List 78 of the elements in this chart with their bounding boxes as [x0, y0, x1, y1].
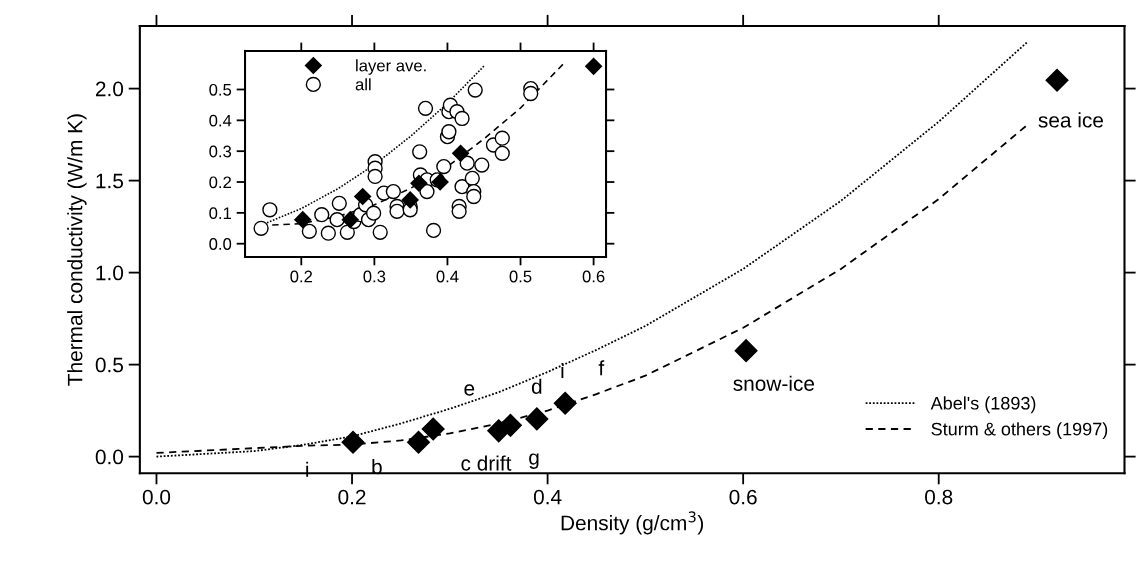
annotation: f [598, 360, 605, 376]
point [367, 168, 383, 185]
point [294, 211, 312, 229]
point [421, 417, 445, 441]
y-tick-label: 0.0 [95, 449, 124, 465]
point [331, 195, 347, 211]
y-tick-label: 1.0 [96, 265, 124, 281]
x-tick-label: 0.0 [142, 489, 171, 505]
x-tick-label: 0.5 [509, 270, 532, 283]
point [466, 188, 482, 205]
legend-label: Abel's (1893) [930, 396, 1036, 414]
y-tick-label: 0.0 [209, 238, 232, 250]
annotation: c drift [461, 455, 512, 471]
y-tick-label: 0.4 [209, 114, 232, 127]
y-tick-label: 0.2 [209, 176, 231, 189]
point [253, 220, 269, 236]
legend-label: Sturm & others (1997) [931, 422, 1108, 440]
point [431, 173, 449, 191]
annotation: snow-ice [733, 375, 815, 391]
y-tick-label: 0.5 [95, 357, 124, 373]
y-axis-title: Thermal conductivity (W/m K) [67, 114, 87, 386]
annotation: e [464, 384, 475, 396]
x-axis-title: Density (g/cm$^{3}$) [561, 511, 704, 535]
x-tick-label: 0.3 [363, 270, 386, 283]
point [417, 100, 434, 116]
point [301, 223, 317, 240]
point [452, 144, 470, 162]
point [401, 191, 419, 209]
point [494, 145, 510, 161]
point [425, 222, 442, 239]
point [341, 430, 365, 454]
point [441, 124, 457, 140]
legend-label: all [355, 78, 371, 91]
point [553, 391, 577, 415]
x-tick-label: 0.6 [729, 489, 757, 505]
y-tick-label: 0.3 [209, 145, 232, 158]
point [339, 224, 355, 240]
point [459, 155, 475, 171]
point [734, 339, 758, 363]
x-tick-label: 0.6 [582, 270, 605, 283]
x-tick-label: 0.2 [290, 270, 313, 283]
point [341, 211, 359, 229]
point [451, 203, 467, 219]
y-tick-label: 2.0 [95, 81, 124, 97]
point [262, 202, 278, 218]
point [385, 183, 402, 200]
point [329, 212, 345, 228]
point [494, 130, 510, 146]
annotation: d [531, 378, 542, 394]
point [1045, 68, 1069, 92]
legend-label: layer ave. [356, 59, 426, 75]
y-tick-label: 1.5 [96, 173, 124, 189]
point [467, 82, 483, 98]
point [525, 407, 549, 431]
point [389, 203, 405, 219]
point [412, 144, 428, 160]
point [314, 207, 330, 223]
y-tick-label: 0.1 [209, 207, 232, 220]
point [410, 174, 428, 192]
annotation: sea ice [1038, 112, 1103, 128]
point [407, 430, 431, 454]
point [320, 225, 336, 241]
point [454, 110, 470, 127]
x-tick-label: 0.4 [533, 489, 562, 505]
annotation: g [529, 453, 539, 469]
point [523, 85, 539, 102]
point [474, 157, 490, 173]
point [365, 205, 382, 221]
annotation: i [561, 362, 564, 379]
point [354, 187, 372, 206]
y-tick-label: 0.5 [209, 83, 232, 96]
point [585, 57, 603, 75]
x-tick-label: 0.2 [338, 489, 366, 505]
point [464, 170, 480, 186]
x-tick-label: 0.4 [436, 270, 459, 283]
point [372, 224, 388, 240]
point [436, 158, 452, 175]
x-tick-label: 0.8 [925, 489, 953, 505]
